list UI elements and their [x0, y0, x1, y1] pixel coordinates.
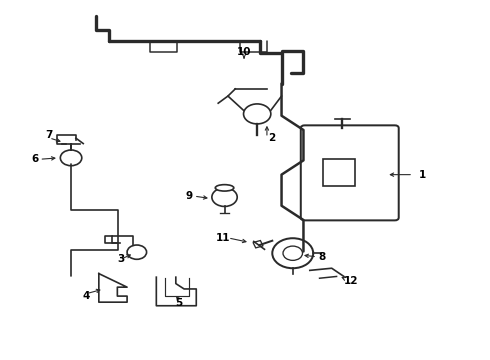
Circle shape [244, 104, 271, 124]
Text: 2: 2 [268, 133, 275, 143]
Text: 7: 7 [46, 130, 53, 140]
Text: 8: 8 [318, 252, 326, 262]
Ellipse shape [215, 185, 234, 191]
Circle shape [127, 245, 147, 259]
Text: 10: 10 [237, 47, 251, 57]
Text: 4: 4 [83, 291, 90, 301]
Text: 3: 3 [117, 254, 124, 264]
Text: 9: 9 [185, 191, 193, 201]
Bar [323, 159, 355, 186]
Text: 1: 1 [419, 170, 426, 180]
Text: 5: 5 [175, 298, 183, 308]
Text: 11: 11 [216, 233, 230, 243]
Bar [253, 240, 263, 248]
Circle shape [272, 238, 313, 268]
Circle shape [60, 150, 82, 166]
Text: 6: 6 [31, 154, 38, 164]
Circle shape [283, 246, 302, 260]
FancyBboxPatch shape [301, 125, 399, 220]
Text: 12: 12 [344, 276, 359, 286]
Circle shape [212, 188, 237, 206]
